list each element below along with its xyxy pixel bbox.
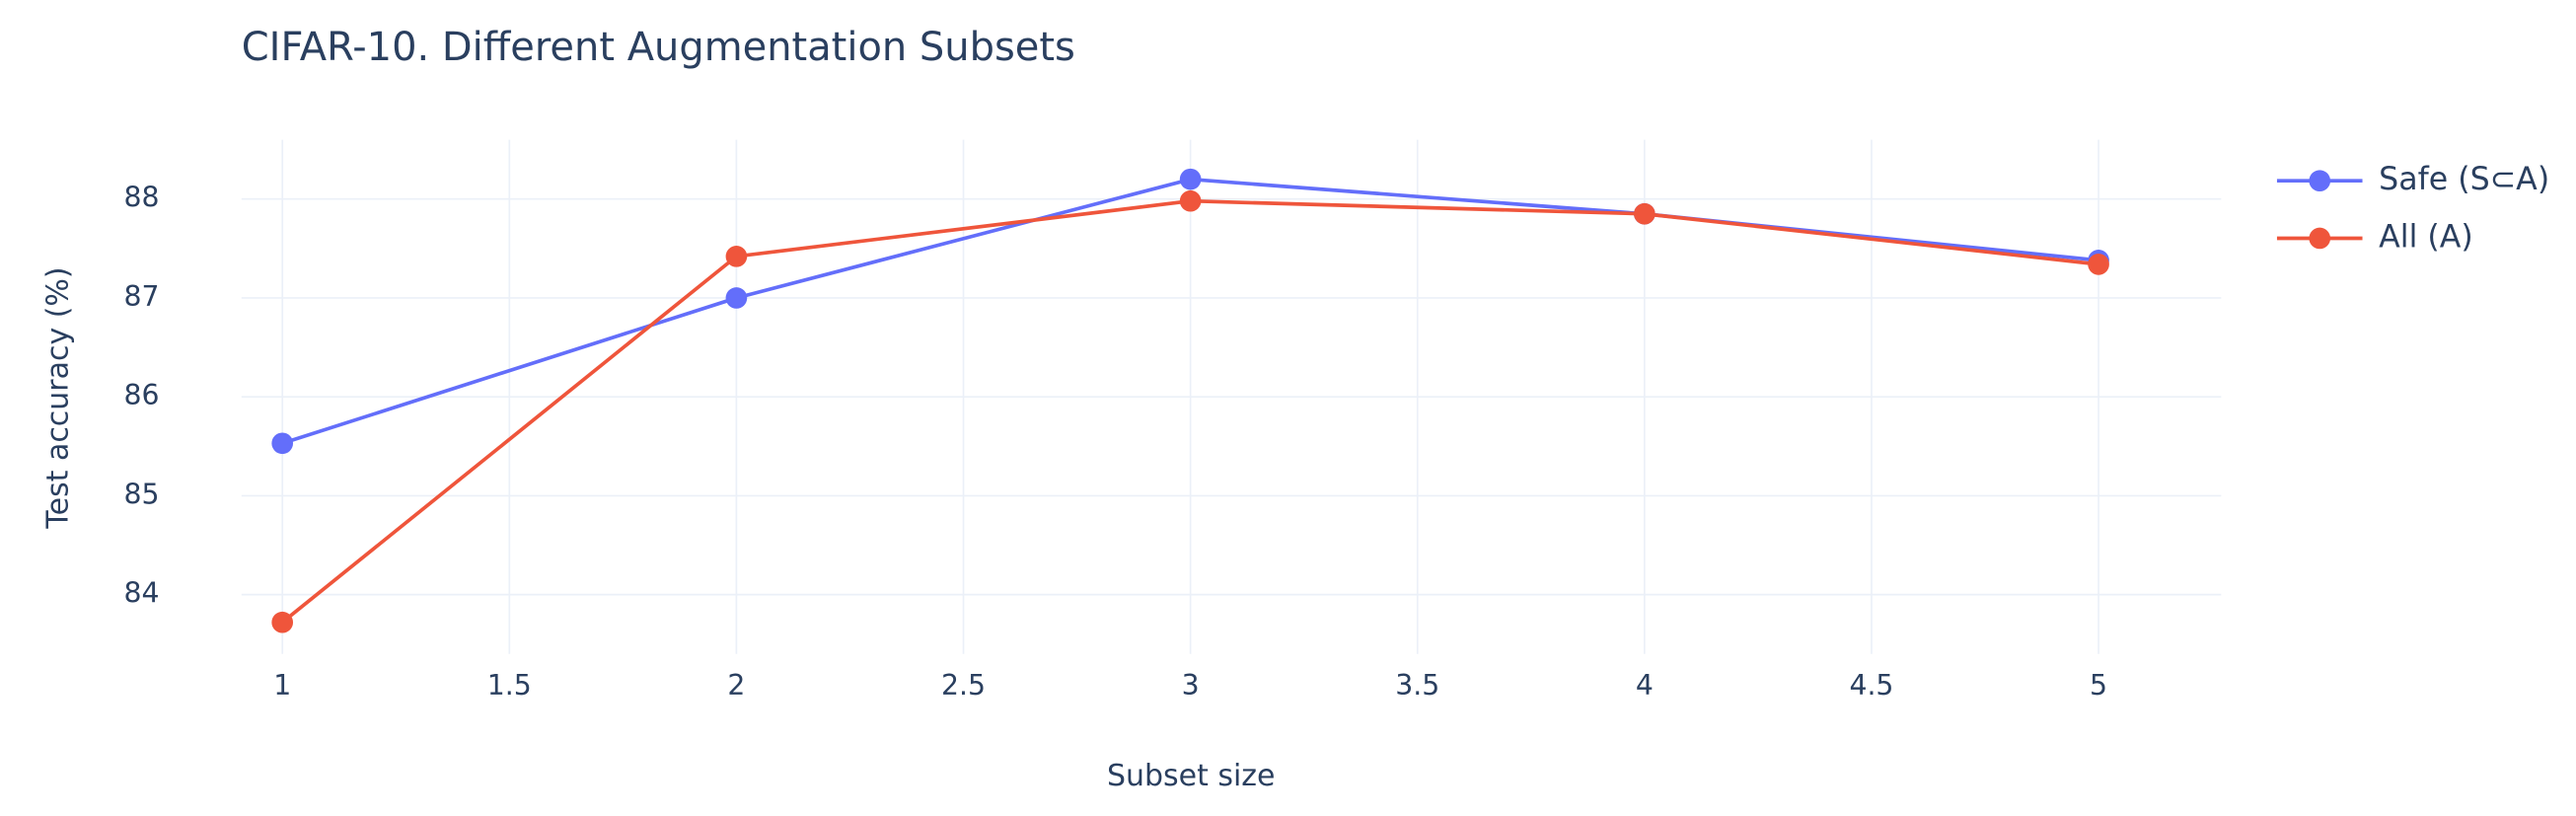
x-tick-label: 2 xyxy=(727,669,745,702)
y-tick-label: 86 xyxy=(124,379,160,411)
y-tick-label: 84 xyxy=(124,577,160,610)
x-tick-label: 3 xyxy=(1182,669,1200,702)
x-tick-label: 5 xyxy=(2090,669,2107,702)
point xyxy=(271,611,294,633)
x-tick-label: 3.5 xyxy=(1395,669,1439,702)
legend-marker xyxy=(2309,227,2331,250)
point xyxy=(271,432,294,455)
y-tick-label: 87 xyxy=(124,280,160,313)
point xyxy=(1179,189,1202,212)
x-tick-label: 1.5 xyxy=(487,669,532,702)
point xyxy=(1634,202,1656,225)
y-tick-label: 88 xyxy=(124,182,160,214)
x-tick-label: 2.5 xyxy=(941,669,986,702)
x-tick-label: 4 xyxy=(1636,669,1654,702)
legend-marker xyxy=(2309,170,2331,192)
x-axis-title: Subset size xyxy=(1107,759,1275,793)
y-tick-label: 85 xyxy=(124,478,160,510)
x-tick-label: 1 xyxy=(273,669,291,702)
x-tick-label: 4.5 xyxy=(1849,669,1893,702)
point xyxy=(725,246,748,267)
legend-label: Safe (S⊂A) xyxy=(2379,162,2549,197)
legend-label: All (A) xyxy=(2379,219,2473,255)
chart-title: CIFAR-10. Different Augmentation Subsets xyxy=(242,25,1075,70)
point xyxy=(725,287,748,309)
point xyxy=(1179,168,1202,190)
y-axis-title: Test accuracy (%) xyxy=(40,266,75,529)
point xyxy=(2088,254,2109,275)
